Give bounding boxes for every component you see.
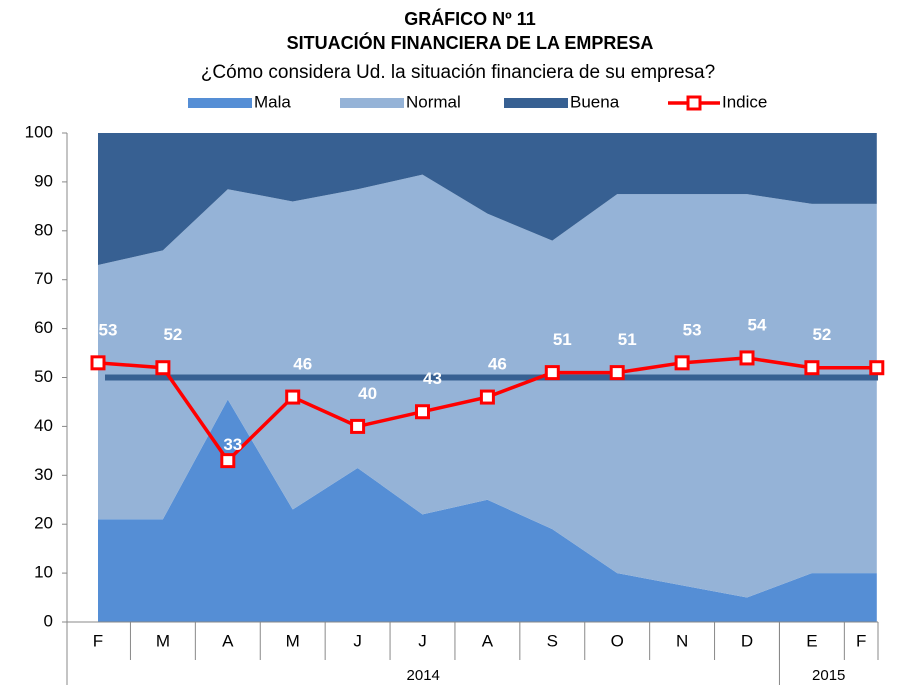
y-tick-label: 10 <box>34 563 53 582</box>
x-tick-label: F <box>93 631 103 650</box>
x-tick-label: E <box>806 631 817 650</box>
y-tick-label: 100 <box>25 122 53 141</box>
legend-label: Normal <box>406 92 461 111</box>
x-tick-label: O <box>611 631 624 650</box>
y-tick-label: 60 <box>34 318 53 337</box>
y-tick-label: 0 <box>44 611 53 630</box>
marker <box>155 360 171 376</box>
legend-swatch <box>340 98 404 108</box>
data-label: 52 <box>877 325 896 344</box>
marker <box>869 360 885 376</box>
y-tick-label: 20 <box>34 514 53 533</box>
area <box>98 174 877 598</box>
y-tick-label: 90 <box>34 171 53 190</box>
legend-label: Mala <box>254 92 291 111</box>
legend-label: Indice <box>722 92 767 111</box>
x-tick-label: J <box>353 631 362 650</box>
marker <box>220 453 236 469</box>
y-tick-label: 80 <box>34 220 53 239</box>
data-label: 52 <box>812 325 831 344</box>
marker <box>609 365 625 381</box>
area <box>98 133 877 266</box>
x-tick-label: D <box>741 631 753 650</box>
x-tick-label: M <box>286 631 300 650</box>
marker <box>739 350 755 366</box>
x-tick-label: J <box>418 631 427 650</box>
marker <box>285 389 301 405</box>
y-tick-label: 50 <box>34 367 53 386</box>
y-tick-label: 40 <box>34 416 53 435</box>
marker <box>479 389 495 405</box>
data-label: 46 <box>488 355 507 374</box>
marker <box>350 418 366 434</box>
data-label: 43 <box>423 369 442 388</box>
x-tick-label: N <box>676 631 688 650</box>
chart-title: GRÁFICO Nº 11 <box>404 8 536 29</box>
data-label: 51 <box>618 330 637 349</box>
data-label: 51 <box>553 330 572 349</box>
x-tick-label: A <box>222 631 234 650</box>
x-tick-label: F <box>856 631 866 650</box>
marker <box>544 365 560 381</box>
legend-swatch <box>188 98 252 108</box>
x-tick-label: S <box>547 631 558 650</box>
data-label: 33 <box>223 435 242 454</box>
legend-swatch <box>504 98 568 108</box>
year-label: 2015 <box>812 667 845 684</box>
data-label: 53 <box>99 320 118 339</box>
year-label: 2014 <box>407 667 440 684</box>
marker <box>90 355 106 371</box>
data-label: 52 <box>163 325 182 344</box>
marker <box>674 355 690 371</box>
legend-label: Buena <box>570 92 620 111</box>
legend-swatch <box>686 95 702 111</box>
x-tick-label: A <box>482 631 494 650</box>
marker <box>804 360 820 376</box>
chart-title: SITUACIÓN FINANCIERA DE LA EMPRESA <box>287 32 654 53</box>
chart-subtitle: ¿Cómo considera Ud. la situación financi… <box>201 62 715 83</box>
data-label: 46 <box>293 355 312 374</box>
data-label: 54 <box>748 315 767 334</box>
y-tick-label: 70 <box>34 269 53 288</box>
data-label: 40 <box>358 384 377 403</box>
area <box>98 399 877 622</box>
y-tick-label: 30 <box>34 465 53 484</box>
marker <box>415 404 430 420</box>
data-label: 53 <box>683 320 702 339</box>
x-tick-label: M <box>156 631 170 650</box>
